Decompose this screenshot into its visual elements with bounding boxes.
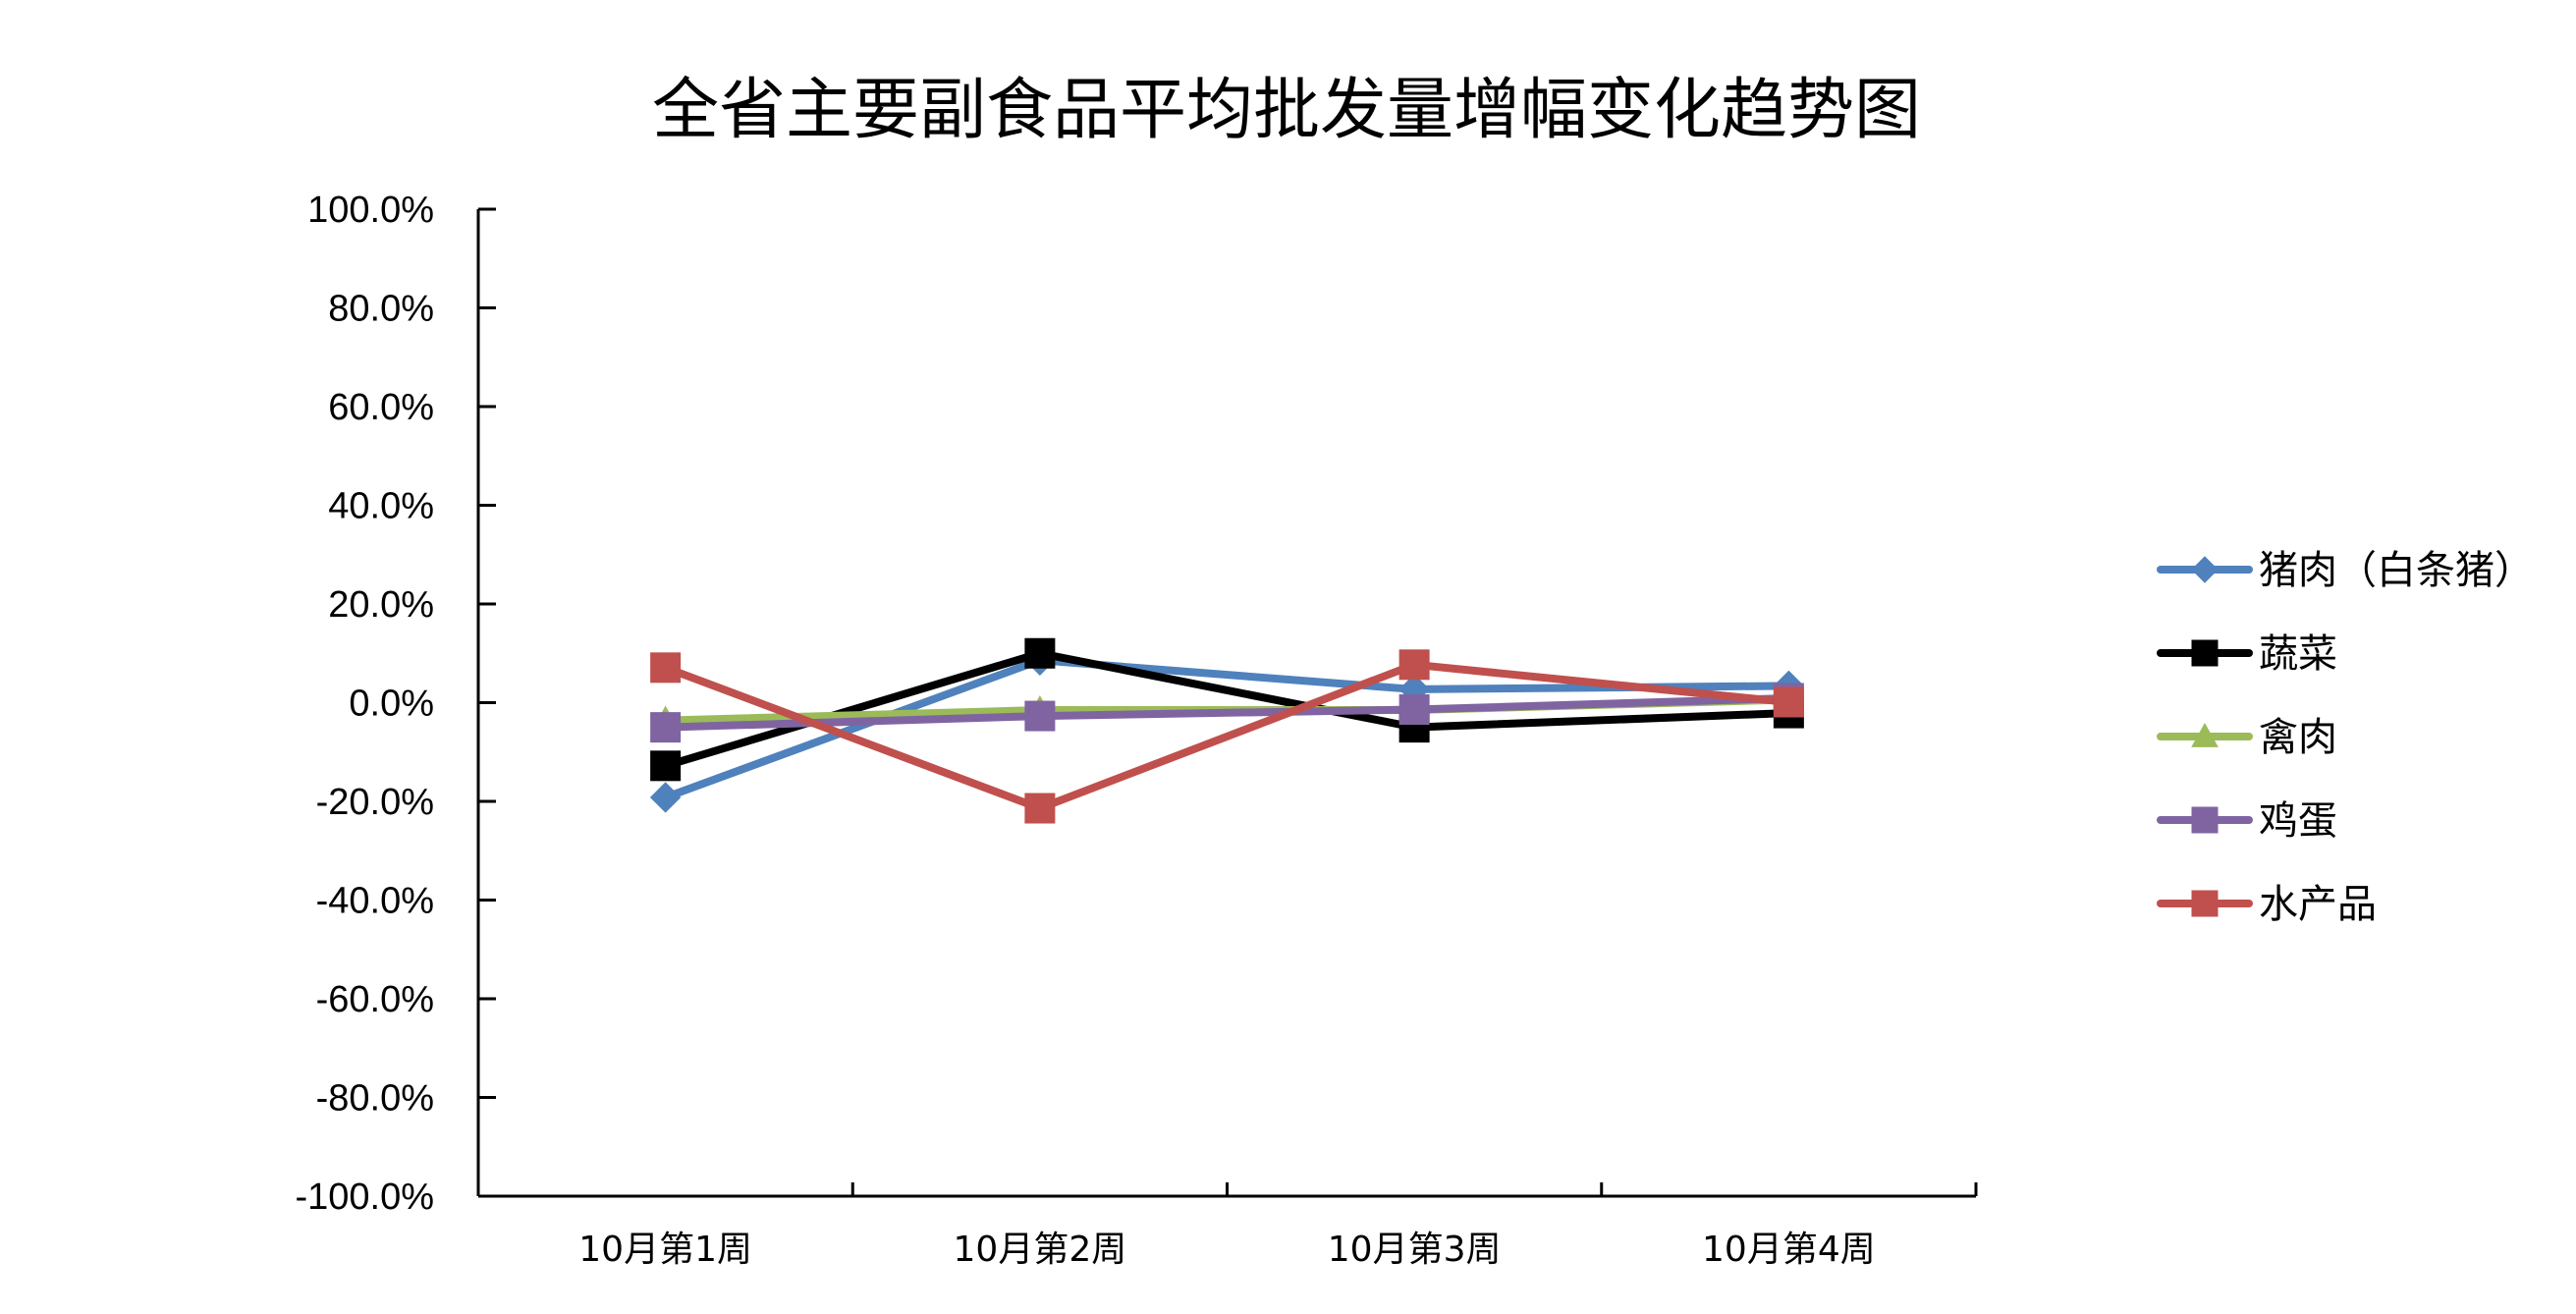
y-axis-ticks: 100.0% 80.0% 60.0% 40.0% 20.0% 0.0% -20.0% -40.…	[295, 190, 496, 1218]
legend-label: 鸡蛋	[2259, 798, 2337, 844]
y-tick-label: -60.0%	[316, 979, 434, 1020]
data-point-series-1-1	[1024, 637, 1056, 669]
data-point-series-4-2	[1398, 649, 1430, 681]
y-tick-label: 40.0%	[328, 486, 434, 527]
legend-item: 禽肉	[2157, 715, 2337, 760]
y-tick-label: -40.0%	[316, 881, 434, 922]
data-point-series-0-0	[649, 782, 682, 813]
y-tick-label: 0.0%	[349, 684, 434, 725]
x-tick-label: 10月第3周	[1328, 1230, 1502, 1270]
plot-area: 100.0% 80.0% 60.0% 40.0% 20.0% 0.0% -20.0% -40.…	[295, 190, 1978, 1270]
series-line-4	[661, 660, 1793, 813]
series-lines	[661, 649, 1793, 813]
y-tick-label: -100.0%	[295, 1177, 434, 1218]
data-point-series-3-1	[1024, 700, 1056, 732]
legend-item: 水产品	[2157, 882, 2377, 927]
data-point-series-1-0	[650, 750, 682, 782]
legend-item: 蔬菜	[2157, 631, 2337, 677]
legend-label: 蔬菜	[2259, 631, 2337, 677]
x-axis-ticks: 10月第1周 10月第2周 10月第3周 10月第4周	[578, 1182, 1978, 1270]
x-tick-label: 10月第1周	[578, 1230, 752, 1270]
series-line-0	[661, 656, 1793, 801]
data-point-series-3-0	[650, 712, 682, 743]
y-tick-label: -20.0%	[316, 782, 434, 823]
chart-title: 全省主要副食品平均批发量增幅变化趋势图	[652, 72, 1921, 149]
legend-label: 水产品	[2259, 882, 2377, 927]
series-markers	[649, 637, 1805, 824]
legend-marker	[2191, 890, 2219, 917]
legend-marker	[2191, 722, 2219, 747]
series-line-3	[661, 693, 1793, 732]
legend-label: 猪肉（白条猪）	[2259, 548, 2534, 593]
y-tick-label: 80.0%	[328, 289, 434, 330]
series-line-1	[661, 649, 1793, 770]
y-tick-label: 60.0%	[328, 387, 434, 428]
data-point-series-4-3	[1773, 686, 1804, 718]
data-point-series-3-2	[1398, 694, 1430, 726]
legend-marker	[2191, 556, 2219, 583]
y-tick-label: 100.0%	[307, 190, 434, 231]
data-point-series-4-0	[650, 652, 682, 684]
data-point-series-4-1	[1024, 793, 1056, 824]
x-tick-label: 10月第4周	[1702, 1230, 1876, 1270]
x-tick-label: 10月第2周	[954, 1230, 1127, 1270]
legend-marker	[2191, 639, 2219, 667]
y-tick-label: -80.0%	[316, 1078, 434, 1120]
y-tick-label: 20.0%	[328, 584, 434, 626]
legend-label: 禽肉	[2259, 715, 2337, 760]
legend-item: 猪肉（白条猪）	[2157, 548, 2534, 593]
legend-item: 鸡蛋	[2157, 798, 2337, 844]
legend-marker	[2191, 806, 2219, 834]
